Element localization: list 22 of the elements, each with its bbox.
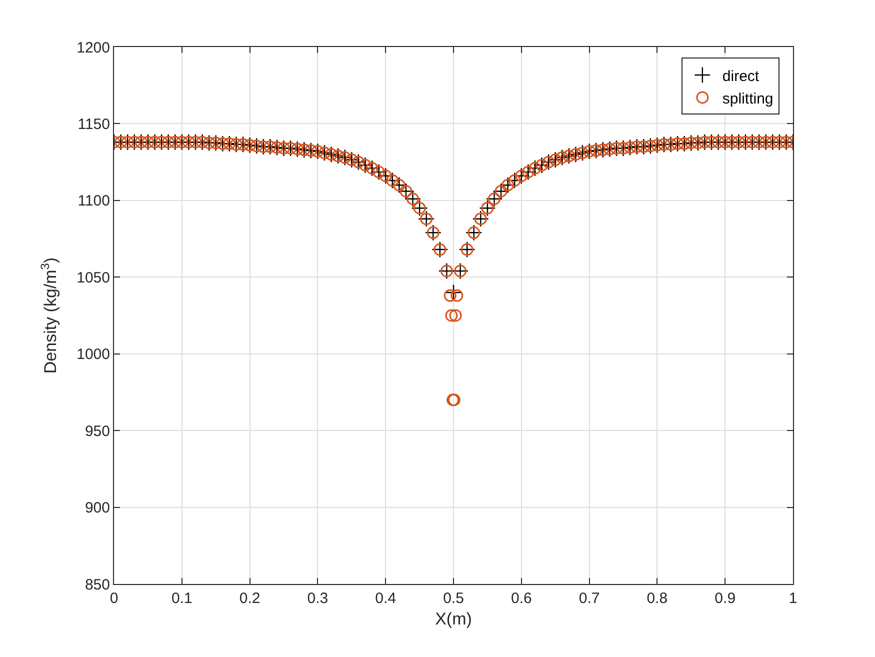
y-tick-label: 1000 (76, 346, 110, 364)
x-tick-label: 0.5 (443, 590, 464, 607)
y-tick-label: 1050 (76, 269, 110, 286)
y-tick-label: 900 (84, 500, 110, 517)
x-axis-title: X(m) (435, 609, 472, 628)
x-tick-label: 0.3 (307, 590, 328, 607)
x-tick-label: 0.1 (171, 590, 192, 607)
legend-label: direct (722, 68, 760, 85)
x-tick-label: 0.9 (714, 590, 736, 607)
x-tick-label: 0 (110, 590, 118, 607)
x-tick-label: 0.7 (578, 590, 600, 607)
y-tick-label: 1100 (78, 192, 110, 210)
y-tick-label: 1200 (76, 39, 110, 56)
x-tick-label: 0.4 (375, 590, 396, 607)
x-tick-label: 0.2 (239, 590, 260, 607)
y-tick-label: 950 (84, 422, 110, 440)
y-tick-label: 1150 (78, 116, 110, 133)
y-tick-label: 850 (84, 576, 110, 594)
x-tick-label: 0.6 (510, 590, 532, 607)
legend-label: splitting (722, 90, 774, 108)
x-tick-label: 0.8 (646, 590, 668, 607)
x-tick-label: 1 (788, 590, 798, 607)
